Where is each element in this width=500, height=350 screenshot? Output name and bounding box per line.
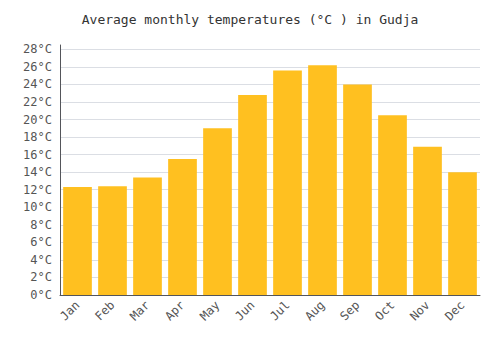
svg-text:Aug: Aug (302, 298, 327, 323)
svg-text:Jan: Jan (57, 298, 82, 323)
svg-text:Dec: Dec (442, 298, 467, 323)
svg-text:28°C: 28°C (23, 42, 52, 56)
svg-text:10°C: 10°C (23, 200, 52, 214)
svg-text:14°C: 14°C (23, 165, 52, 179)
svg-text:May: May (197, 298, 222, 323)
svg-text:Oct: Oct (372, 298, 397, 323)
svg-text:0°C: 0°C (30, 288, 52, 302)
svg-text:Jul: Jul (267, 298, 292, 323)
svg-text:24°C: 24°C (23, 77, 52, 91)
svg-text:20°C: 20°C (23, 113, 52, 127)
svg-text:Jun: Jun (232, 298, 257, 323)
svg-text:8°C: 8°C (30, 218, 52, 232)
svg-text:22°C: 22°C (23, 95, 52, 109)
svg-text:Feb: Feb (92, 298, 117, 323)
svg-text:26°C: 26°C (23, 60, 52, 74)
svg-text:Average monthly temperatures (: Average monthly temperatures (°C ) in Gu… (82, 12, 419, 27)
svg-text:Sep: Sep (337, 298, 362, 323)
svg-text:Nov: Nov (407, 298, 432, 323)
svg-text:4°C: 4°C (30, 253, 52, 267)
svg-text:Apr: Apr (162, 298, 187, 323)
svg-text:18°C: 18°C (23, 130, 52, 144)
svg-text:16°C: 16°C (23, 148, 52, 162)
svg-text:2°C: 2°C (30, 270, 52, 284)
svg-text:12°C: 12°C (23, 183, 52, 197)
svg-text:6°C: 6°C (30, 235, 52, 249)
svg-text:Mar: Mar (127, 298, 152, 323)
